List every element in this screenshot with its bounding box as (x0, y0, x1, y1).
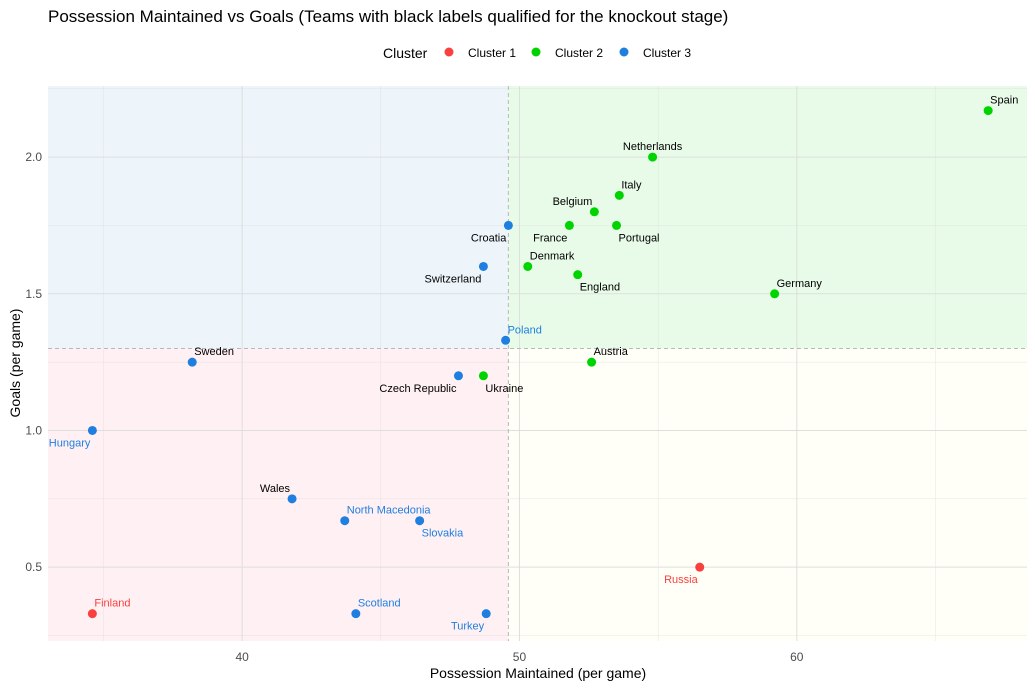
point-poland (501, 335, 511, 345)
point-belgium (589, 207, 599, 217)
legend: Cluster Cluster 1 Cluster 2 Cluster 3 (383, 45, 691, 61)
x-tick-label: 50 (513, 650, 527, 664)
quadrant-bottom-right (508, 348, 1027, 641)
point-label-italy: Italy (621, 179, 642, 191)
point-slovakia (415, 516, 425, 526)
legend-label-cluster-2: Cluster 2 (555, 46, 603, 60)
point-germany (770, 289, 780, 299)
point-label-england: England (580, 282, 620, 294)
legend-title: Cluster (383, 45, 428, 61)
point-denmark (523, 261, 533, 271)
point-label-scotland: Scotland (358, 598, 401, 610)
legend-swatch-cluster-1 (444, 47, 454, 57)
point-label-russia: Russia (664, 574, 699, 586)
point-croatia (503, 220, 513, 230)
point-label-portugal: Portugal (619, 232, 660, 244)
legend-swatch-cluster-2 (531, 47, 541, 57)
point-label-croatia: Croatia (471, 232, 507, 244)
point-label-czech-republic: Czech Republic (379, 383, 457, 395)
point-label-poland: Poland (508, 324, 542, 336)
legend-label-cluster-1: Cluster 1 (468, 46, 516, 60)
point-label-germany: Germany (777, 278, 823, 290)
x-tick-label: 40 (235, 650, 249, 664)
x-axis-title: Possession Maintained (per game) (430, 665, 646, 681)
point-label-turkey: Turkey (451, 621, 485, 633)
point-wales (287, 494, 297, 504)
point-netherlands (648, 152, 658, 162)
point-label-denmark: Denmark (530, 250, 575, 262)
point-austria (587, 357, 597, 367)
point-switzerland (478, 261, 488, 271)
point-label-switzerland: Switzerland (425, 273, 482, 285)
point-label-north-macedonia: North Macedonia (347, 505, 432, 517)
point-label-slovakia: Slovakia (422, 528, 464, 540)
point-portugal (612, 220, 622, 230)
point-label-finland: Finland (94, 598, 130, 610)
plot-area: 40 50 60 0.5 1.0 1.5 2.0 Spain Netherlands Italy B… (25, 86, 1027, 664)
quadrant-bottom-left (48, 348, 509, 641)
point-north-macedonia (340, 516, 350, 526)
point-turkey (481, 609, 491, 619)
y-tick-label: 2.0 (25, 150, 42, 164)
point-label-wales: Wales (260, 483, 291, 495)
legend-label-cluster-3: Cluster 3 (643, 46, 691, 60)
point-england (573, 270, 583, 280)
point-label-netherlands: Netherlands (623, 141, 683, 153)
point-italy (614, 190, 624, 200)
point-label-france: France (533, 232, 567, 244)
legend-swatch-cluster-3 (619, 47, 629, 57)
chart-title: Possession Maintained vs Goals (Teams wi… (48, 7, 728, 26)
y-tick-label: 1.5 (25, 287, 42, 301)
point-france (564, 220, 574, 230)
point-sweden (187, 357, 197, 367)
point-label-austria: Austria (594, 346, 629, 358)
point-label-belgium: Belgium (553, 196, 593, 208)
point-ukraine (478, 371, 488, 381)
point-finland (87, 609, 97, 619)
x-tick-label: 60 (790, 650, 804, 664)
point-hungary (87, 425, 97, 435)
point-czech-republic (453, 371, 463, 381)
point-label-spain: Spain (990, 95, 1018, 107)
y-tick-label: 1.0 (25, 423, 42, 437)
point-label-sweden: Sweden (194, 346, 234, 358)
quadrant-top-left (48, 86, 509, 349)
point-label-hungary: Hungary (49, 437, 91, 449)
point-scotland (351, 609, 361, 619)
point-russia (695, 562, 705, 572)
y-tick-label: 0.5 (25, 560, 42, 574)
point-label-ukraine: Ukraine (485, 383, 523, 395)
quadrant-top-right (508, 86, 1027, 349)
y-axis-title: Goals (per game) (7, 309, 23, 418)
point-spain (983, 106, 993, 116)
